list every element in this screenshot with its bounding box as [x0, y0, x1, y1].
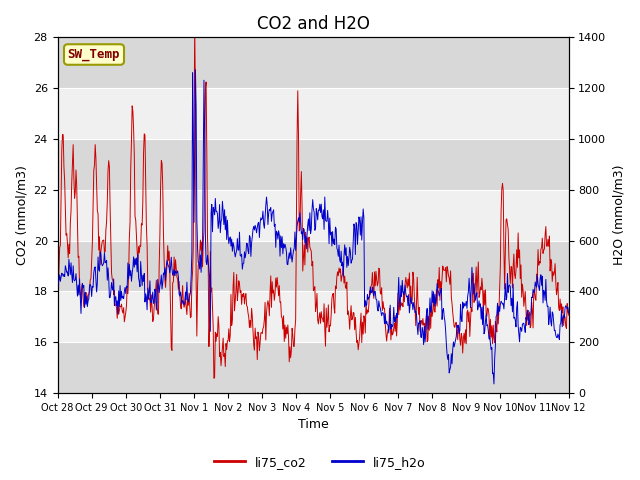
Y-axis label: CO2 (mmol/m3): CO2 (mmol/m3)	[15, 165, 28, 265]
Legend: li75_co2, li75_h2o: li75_co2, li75_h2o	[209, 451, 431, 474]
X-axis label: Time: Time	[298, 419, 328, 432]
Title: CO2 and H2O: CO2 and H2O	[257, 15, 369, 33]
Y-axis label: H2O (mmol/m3): H2O (mmol/m3)	[612, 165, 625, 265]
Text: SW_Temp: SW_Temp	[68, 48, 120, 61]
Bar	[58, 190, 568, 240]
Bar	[58, 88, 568, 139]
Bar	[58, 291, 568, 342]
